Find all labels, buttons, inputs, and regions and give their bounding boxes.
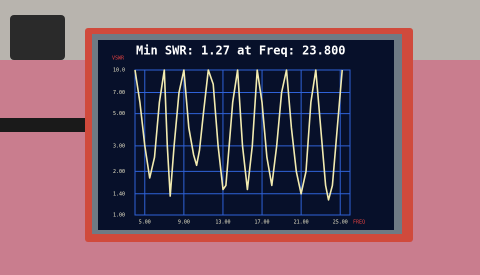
x-tick-label: 25.00 [333, 220, 348, 226]
y-tick-label: 2.00 [113, 169, 125, 175]
x-axis-label: FREQ [353, 220, 365, 226]
y-tick-label: 10.0 [113, 68, 125, 74]
y-tick-label: 1.00 [113, 213, 125, 219]
x-tick-label: 9.00 [178, 220, 190, 226]
chart-title: Min SWR: 1.27 at Freq: 23.800 [136, 44, 346, 58]
photo: Min SWR: 1.27 at Freq: 23.800 VSWR FREQ … [0, 0, 480, 275]
x-tick-label: 21.00 [294, 220, 309, 226]
y-tick-label: 7.00 [113, 90, 125, 96]
encoder-board [10, 15, 65, 60]
x-tick-label: 17.00 [255, 220, 270, 226]
cable [0, 118, 95, 132]
x-tick-label: 5.00 [139, 220, 151, 226]
x-tick-label: 13.00 [215, 220, 230, 226]
y-tick-label: 5.00 [113, 111, 125, 117]
y-tick-label: 3.00 [113, 143, 125, 149]
y-tick-label: 1.40 [113, 191, 125, 197]
y-axis-label: VSWR [112, 56, 125, 62]
